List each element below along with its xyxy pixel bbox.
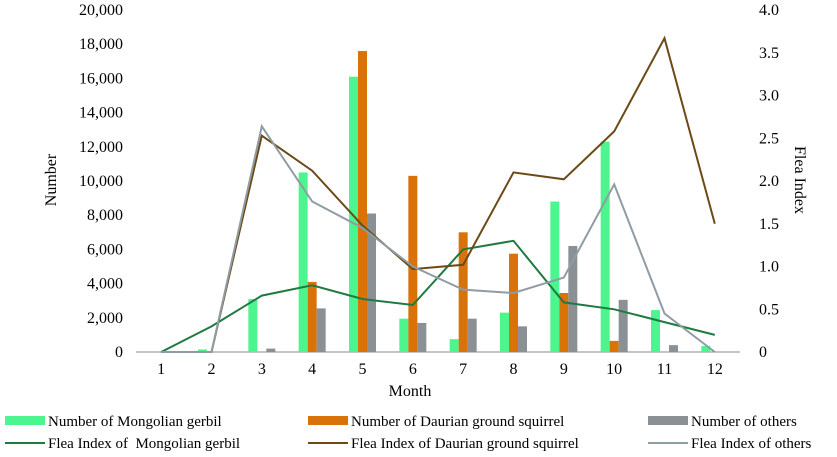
legend-label-others: Number of others [691, 414, 797, 430]
y2-tick-label: 0 [759, 344, 767, 361]
bar-1-month-12 [701, 346, 711, 352]
y-tick-label: 2,000 [87, 310, 123, 327]
bar-3-month-4 [316, 308, 326, 352]
legend: Number of Mongolian gerbil Number of Dau… [5, 414, 812, 452]
x-tick-label: 7 [459, 361, 467, 378]
bar-2-month-5 [358, 51, 367, 352]
bar-3-month-9 [568, 245, 578, 352]
bar-2-month-4 [307, 281, 317, 352]
bar-1-month-11 [651, 310, 660, 352]
y2-tick-label: 1.5 [759, 216, 779, 233]
bar-3-month-11 [669, 345, 678, 352]
legend-label-others-index: Flea Index of others [691, 436, 812, 452]
flea-index-line-1 [160, 239, 716, 353]
y-axis-title: Number [43, 153, 60, 206]
y2-tick-label: 0.5 [759, 301, 779, 318]
legend-label-gerbil-index: Flea Index of Mongolian gerbil [48, 436, 240, 452]
y2-tick-label: 3.5 [759, 45, 779, 62]
x-tick-label: 11 [657, 361, 672, 378]
x-tick-label: 1 [157, 361, 165, 378]
bar-1-month-10 [600, 141, 610, 352]
y-tick-label: 10,000 [79, 173, 123, 190]
x-tick-label: 6 [409, 361, 417, 378]
y2-tick-label: 2.0 [759, 173, 779, 190]
flea-index-line-3 [161, 123, 716, 353]
x-tick-label: 10 [606, 361, 622, 378]
y-tick-label: 16,000 [79, 70, 123, 87]
y-tick-label: 14,000 [79, 105, 123, 122]
y2-tick-label: 3.0 [759, 88, 779, 105]
x-tick-label: 2 [208, 361, 216, 378]
y-tick-label: 12,000 [79, 139, 123, 156]
y-tick-label: 20,000 [79, 2, 123, 19]
legend-label-squirrel: Number of Daurian ground squirrel [351, 414, 564, 430]
legend-label-squirrel-index: Flea Index of Daurian ground squirrel [351, 436, 579, 452]
bar-1-month-6 [399, 318, 409, 352]
bar-2-month-6 [408, 175, 418, 352]
y2-tick-label: 1.0 [759, 259, 779, 276]
x-tick-label: 12 [707, 361, 723, 378]
y-tick-label: 6,000 [87, 241, 123, 258]
bar-1-month-9 [550, 201, 560, 352]
x-tick-label: 8 [510, 361, 518, 378]
bar-1-month-2 [198, 349, 207, 352]
bar-1-month-4 [298, 172, 308, 352]
flea-index-line-2 [161, 35, 716, 353]
bar-3-month-6 [417, 322, 427, 352]
bar-3-month-3 [266, 348, 276, 352]
bar-3-month-7 [467, 318, 477, 352]
bar-3-month-8 [518, 326, 527, 352]
bar-3-month-10 [618, 299, 628, 352]
bar-1-month-7 [449, 339, 459, 352]
legend-swatch-squirrel [308, 416, 348, 425]
bar-2-month-9 [559, 293, 569, 352]
bar-2-month-10 [609, 340, 619, 352]
x-tick-label: 4 [308, 361, 316, 378]
bar-1-month-3 [248, 298, 258, 352]
bar-2-month-7 [458, 232, 468, 352]
y2-tick-label: 2.5 [759, 130, 779, 147]
bar-3-month-5 [367, 213, 376, 352]
y-tick-label: 0 [115, 344, 123, 361]
legend-swatch-others [648, 416, 688, 425]
lines-layer [160, 35, 716, 353]
x-axis-title: Month [389, 383, 432, 400]
bar-2-month-8 [509, 253, 518, 352]
y2-axis-title: Flea Index [791, 146, 808, 214]
y2-tick-label: 4.0 [759, 2, 779, 19]
y-tick-label: 18,000 [79, 36, 123, 53]
legend-label-gerbil: Number of Mongolian gerbil [48, 414, 222, 430]
x-tick-label: 9 [560, 361, 568, 378]
x-tick-label: 3 [258, 361, 266, 378]
x-tick-label: 5 [359, 361, 367, 378]
bar-1-month-8 [500, 312, 509, 352]
y-tick-label: 8,000 [87, 207, 123, 224]
legend-swatch-gerbil [5, 416, 45, 425]
y-tick-label: 4,000 [87, 276, 123, 293]
ticks-layer: 0 2,000 4,000 6,000 8,000 10,000 12,000 14,000 1… [79, 2, 779, 378]
